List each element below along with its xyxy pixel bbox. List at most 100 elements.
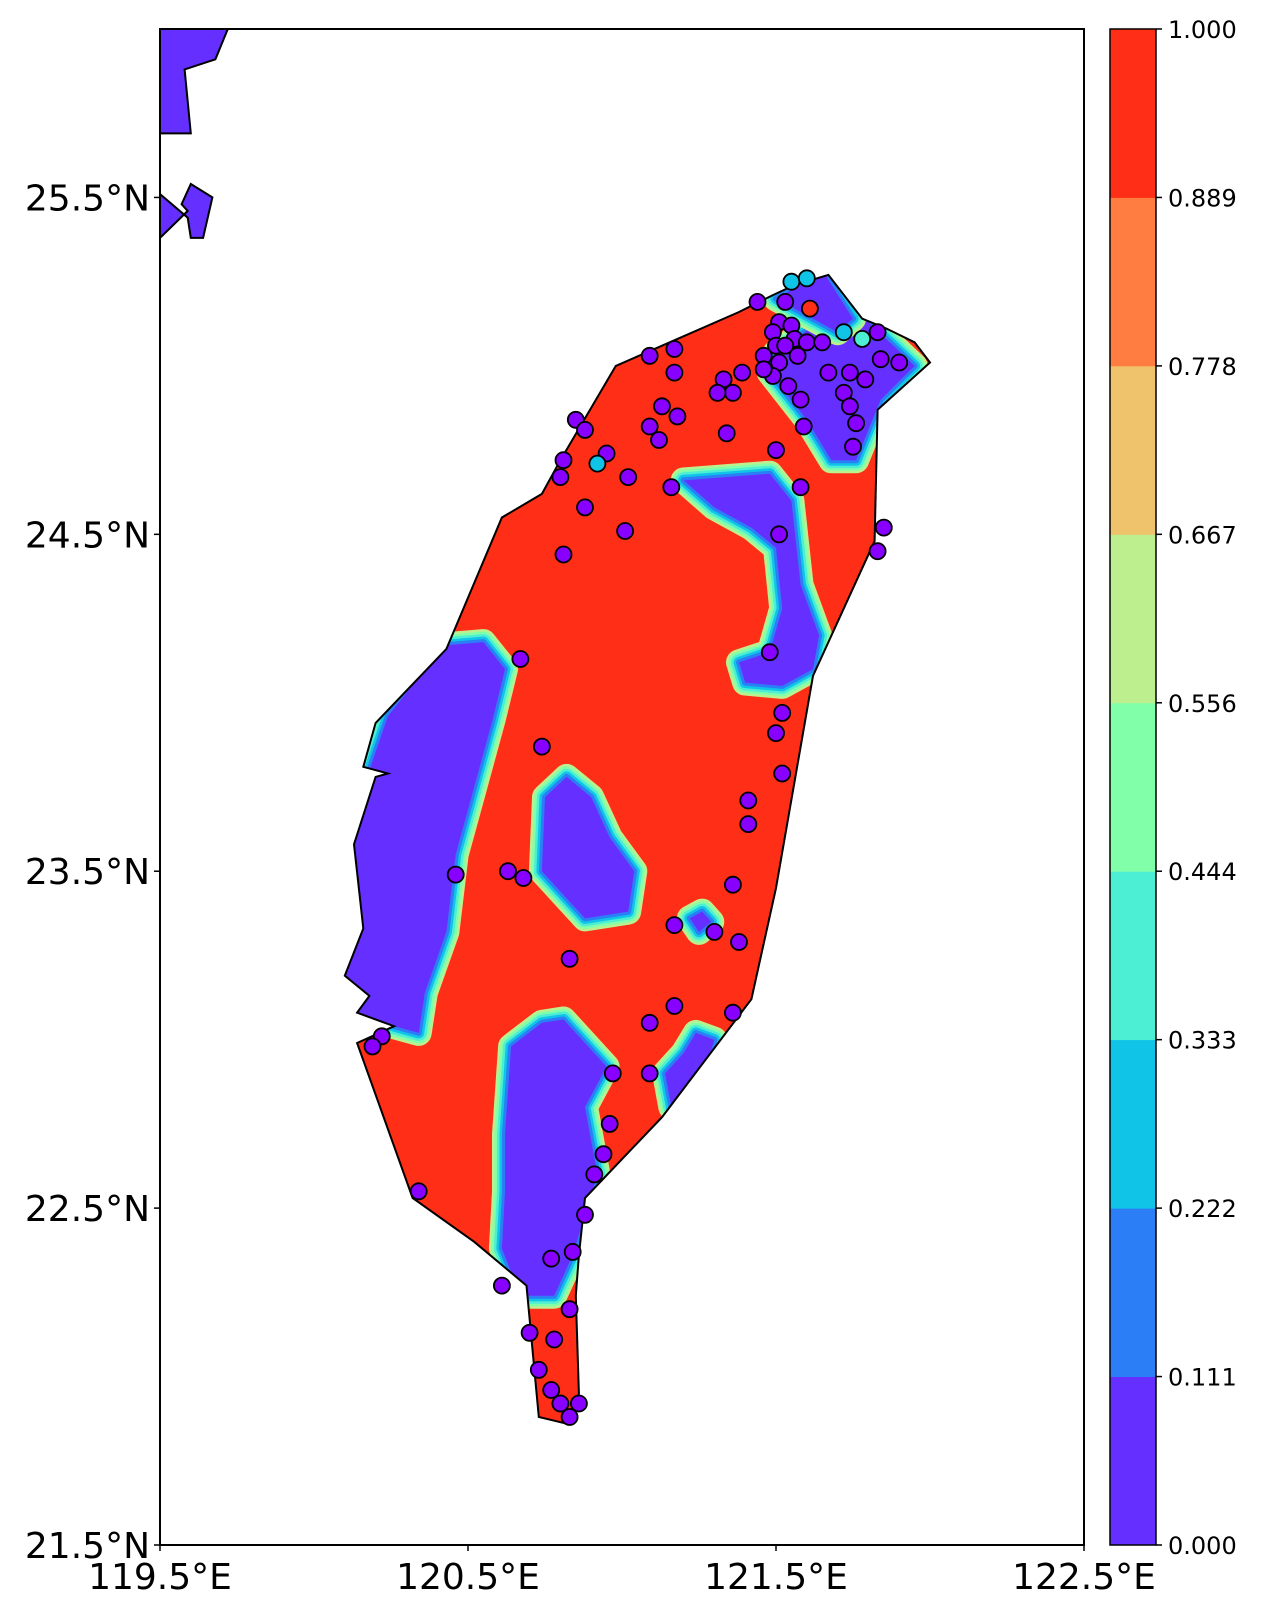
station-marker (499, 862, 517, 881)
station-marker (819, 363, 838, 382)
station-marker (560, 1300, 579, 1319)
station-marker (576, 420, 594, 439)
station-marker (733, 363, 751, 382)
station-marker (529, 1360, 548, 1379)
station-marker (841, 397, 859, 416)
station-marker (665, 916, 684, 934)
station-marker (554, 545, 573, 564)
station-marker (705, 923, 724, 941)
colorbar-label: 0.889 (1168, 184, 1237, 212)
station-marker (533, 737, 551, 756)
station-marker (492, 1276, 511, 1295)
x-axis-ticks: 119.5°E 120.5°E 121.5°E 122.5°E (88, 1545, 1156, 1598)
station-marker (665, 340, 684, 358)
station-marker (788, 346, 807, 365)
y-tick-label: 25.5°N (25, 178, 150, 219)
station-marker (748, 292, 767, 311)
colorbar-label: 0.111 (1168, 1364, 1237, 1392)
colorbar-label: 0.444 (1168, 858, 1237, 886)
station-marker (446, 865, 465, 884)
mainland-fragment-upper (160, 29, 229, 135)
station-marker (871, 350, 890, 369)
colorbar-segment (1110, 1376, 1156, 1546)
station-marker (665, 997, 684, 1015)
colorbar-label: 0.222 (1168, 1195, 1237, 1223)
station-marker (640, 417, 659, 436)
station-marker (868, 323, 887, 342)
y-axis-ticks: 21.5°N 22.5°N 23.5°N 24.5°N 25.5°N (25, 178, 160, 1567)
station-marker (791, 478, 810, 497)
station-marker (767, 724, 785, 742)
field-low-zone (676, 898, 725, 945)
colorbar-segment (1110, 534, 1156, 704)
colorbar-frame (1109, 28, 1157, 1546)
x-tick-label: 120.5°E (396, 1557, 540, 1598)
taiwan-outline (343, 273, 932, 1425)
station-marker (551, 468, 570, 487)
station-marker (619, 468, 638, 487)
station-marker (668, 407, 687, 426)
station-marker (724, 1003, 742, 1022)
colorbar-segment (1110, 365, 1156, 535)
colorbar-segment (1110, 1208, 1156, 1377)
station-marker (754, 360, 773, 379)
colorbar-segment (1110, 702, 1156, 872)
station-marker (776, 336, 795, 355)
colorbar-segment (1110, 871, 1156, 1041)
station-marker (554, 451, 573, 470)
y-tick-label: 24.5°N (25, 515, 150, 556)
station-marker (841, 363, 859, 382)
station-marker (542, 1249, 561, 1268)
station-marker (779, 377, 798, 396)
station-marker (708, 383, 727, 402)
x-tick-label: 121.5°E (704, 1557, 848, 1598)
stations-layer (363, 269, 909, 1426)
station-marker (560, 949, 579, 968)
station-marker (653, 397, 671, 416)
station-marker (514, 869, 533, 887)
station-marker (856, 370, 875, 389)
map-frame (159, 28, 1085, 1546)
x-tick-label: 119.5°E (88, 1557, 232, 1598)
mainland-fragment-lower (160, 182, 214, 240)
station-marker (585, 1165, 604, 1184)
station-marker (662, 478, 681, 497)
station-marker (782, 272, 801, 291)
station-marker (650, 431, 668, 449)
station-marker (717, 424, 736, 443)
station-marker (770, 525, 788, 544)
station-marker (794, 417, 813, 436)
station-marker (813, 333, 832, 352)
station-marker (576, 498, 594, 517)
colorbar: 0.000 0.111 0.222 0.333 0.444 0.556 0.667 0.778… (1109, 16, 1237, 1560)
station-marker (739, 791, 758, 810)
station-marker (560, 1408, 579, 1426)
y-tick-label: 23.5°N (25, 852, 150, 893)
station-marker (594, 1145, 613, 1164)
station-marker (844, 437, 862, 456)
colorbar-segment (1110, 1039, 1156, 1209)
station-marker (853, 329, 872, 348)
station-marker (600, 1115, 619, 1133)
station-marker (570, 1394, 588, 1413)
station-marker (773, 704, 792, 722)
y-tick-label: 21.5°N (25, 1526, 150, 1567)
station-marker (797, 269, 816, 288)
station-marker (834, 323, 853, 342)
y-tick-label: 22.5°N (25, 1189, 150, 1230)
colorbar-label: 0.000 (1168, 1532, 1237, 1560)
field-low-zone (528, 763, 648, 932)
station-marker (801, 299, 819, 318)
colorbar-label: 1.000 (1168, 16, 1237, 44)
station-marker (724, 875, 742, 894)
x-tick-label: 122.5°E (1012, 1557, 1156, 1598)
station-marker (363, 1037, 382, 1056)
station-marker (640, 1013, 659, 1032)
station-marker (776, 292, 795, 311)
station-marker (724, 383, 742, 402)
station-marker (511, 650, 530, 668)
colorbar-segment (1110, 29, 1156, 198)
station-marker (773, 764, 792, 783)
colorbar-label: 0.333 (1168, 1027, 1237, 1055)
